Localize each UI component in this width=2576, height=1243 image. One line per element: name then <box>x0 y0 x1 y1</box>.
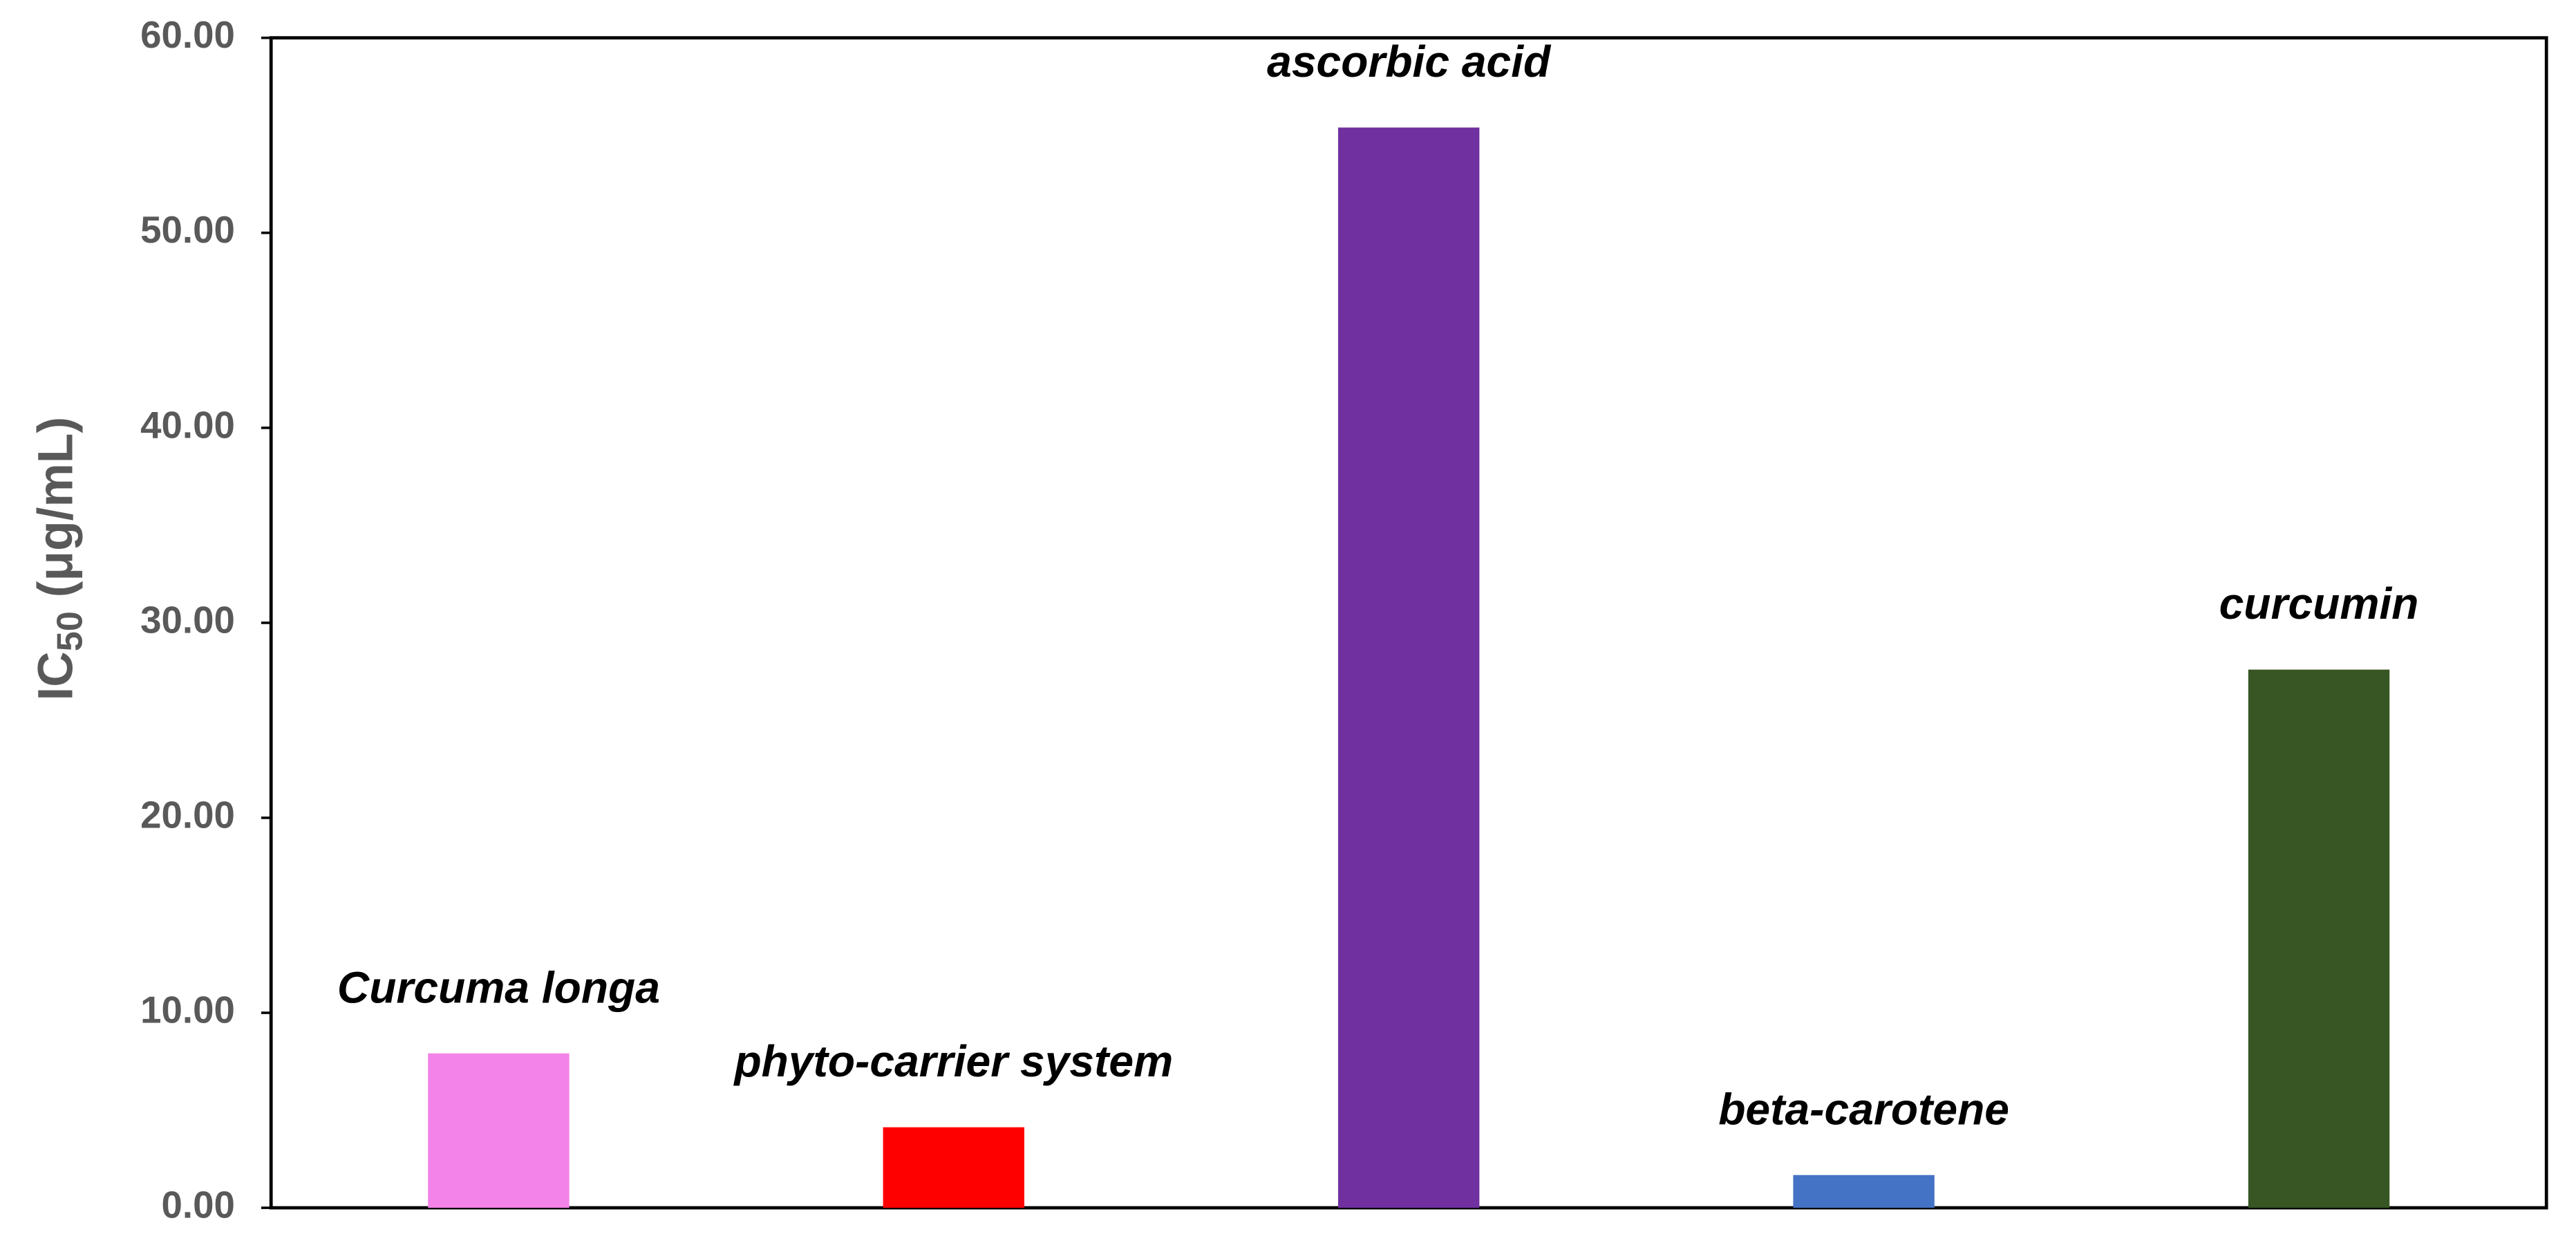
bar-label: curcumin <box>2219 579 2419 628</box>
y-label-main: IC <box>28 651 83 700</box>
bar <box>2248 669 2390 1208</box>
bar-label: beta-carotene <box>1718 1084 2009 1134</box>
y-tick-label: 40.00 <box>140 404 235 446</box>
y-tick-label: 10.00 <box>140 989 235 1031</box>
bar-label: Curcuma longa <box>337 962 660 1012</box>
y-label-subscript: 50 <box>50 611 90 651</box>
bar <box>428 1053 570 1208</box>
y-tick-label: 50.00 <box>140 209 235 251</box>
y-tick-label: 0.00 <box>162 1184 235 1226</box>
bar-label: ascorbic acid <box>1267 37 1552 86</box>
bar <box>883 1127 1025 1208</box>
y-label-unit: (μg/mL) <box>28 417 83 611</box>
bar <box>1337 127 1480 1208</box>
bar <box>1793 1175 1935 1208</box>
y-axis-label: IC50 (μg/mL) <box>28 417 90 701</box>
y-tick-label: 30.00 <box>140 599 235 641</box>
y-tick-label: 20.00 <box>140 794 235 836</box>
bar-label: phyto-carrier system <box>733 1036 1173 1086</box>
y-tick-label: 60.00 <box>140 14 235 56</box>
